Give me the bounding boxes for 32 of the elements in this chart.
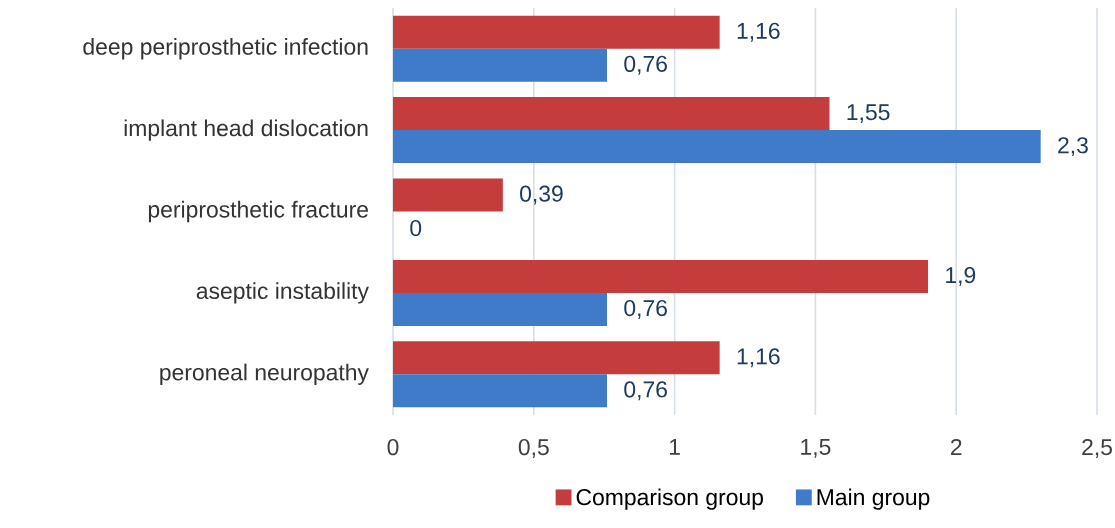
x-tick-label: 0 xyxy=(387,438,399,456)
bar xyxy=(393,97,830,131)
bar xyxy=(393,374,608,408)
legend-label: Main group xyxy=(817,488,930,510)
data-label: 0,76 xyxy=(624,299,667,319)
data-label: 0,76 xyxy=(624,55,667,75)
legend-label: Comparison group xyxy=(576,488,763,510)
bar xyxy=(393,48,608,82)
y-tick-label: periprosthetic fracture xyxy=(148,200,368,223)
data-label: 1,16 xyxy=(737,22,780,42)
data-label: 1,16 xyxy=(737,348,780,368)
bar xyxy=(393,292,608,326)
y-tick-label: peroneal neuropathy xyxy=(160,363,369,385)
bar xyxy=(393,259,929,293)
y-tick-label: implant head dislocation xyxy=(124,119,368,141)
x-tick-label: 1,5 xyxy=(801,439,831,458)
x-tick-label: 0,5 xyxy=(518,438,549,458)
bar xyxy=(393,178,503,212)
data-label: 2,3 xyxy=(1058,137,1088,157)
bar xyxy=(393,341,720,375)
x-tick-label: 2 xyxy=(950,438,962,455)
bar xyxy=(393,15,720,49)
x-tick-label: 2,5 xyxy=(1082,438,1112,458)
x-tick-label: 1 xyxy=(669,439,680,455)
data-label: 0,39 xyxy=(520,185,563,205)
bar xyxy=(393,130,1041,164)
data-label: 1,55 xyxy=(847,104,890,123)
y-tick-label: deep periprosthetic infection xyxy=(83,38,368,60)
data-label: 0 xyxy=(410,219,422,237)
data-label: 0,76 xyxy=(624,381,667,401)
y-tick-label: aseptic instability xyxy=(196,282,369,304)
data-label: 1,9 xyxy=(946,266,976,286)
